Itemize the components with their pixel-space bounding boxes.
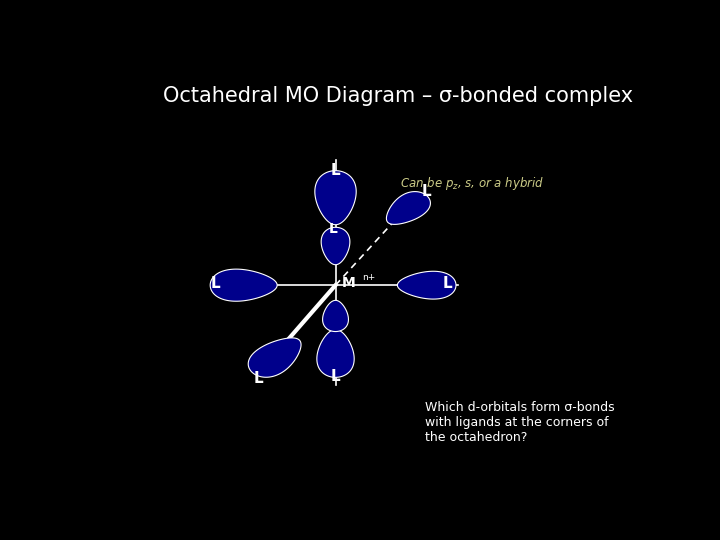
Text: L: L	[211, 275, 220, 291]
Polygon shape	[323, 300, 348, 332]
Polygon shape	[248, 338, 301, 377]
Polygon shape	[397, 271, 456, 299]
Polygon shape	[321, 227, 350, 265]
Polygon shape	[315, 171, 356, 225]
Text: L: L	[330, 163, 341, 178]
Polygon shape	[387, 192, 431, 225]
Polygon shape	[210, 269, 277, 301]
Text: Which d-orbitals form σ-bonds
with ligands at the corners of
the octahedron?: Which d-orbitals form σ-bonds with ligan…	[425, 401, 614, 444]
Text: L: L	[330, 369, 341, 384]
Text: n+: n+	[362, 273, 376, 282]
Text: Octahedral MO Diagram – σ-bonded complex: Octahedral MO Diagram – σ-bonded complex	[163, 85, 633, 106]
Text: L: L	[328, 222, 337, 236]
Text: L: L	[422, 184, 431, 199]
Text: Can be $p_z$, $s$, or a $\it{hybrid}$: Can be $p_z$, $s$, or a $\it{hybrid}$	[400, 175, 544, 192]
Text: L: L	[253, 371, 264, 386]
Text: L: L	[442, 275, 452, 291]
Polygon shape	[317, 329, 354, 377]
Text: M: M	[342, 276, 356, 290]
